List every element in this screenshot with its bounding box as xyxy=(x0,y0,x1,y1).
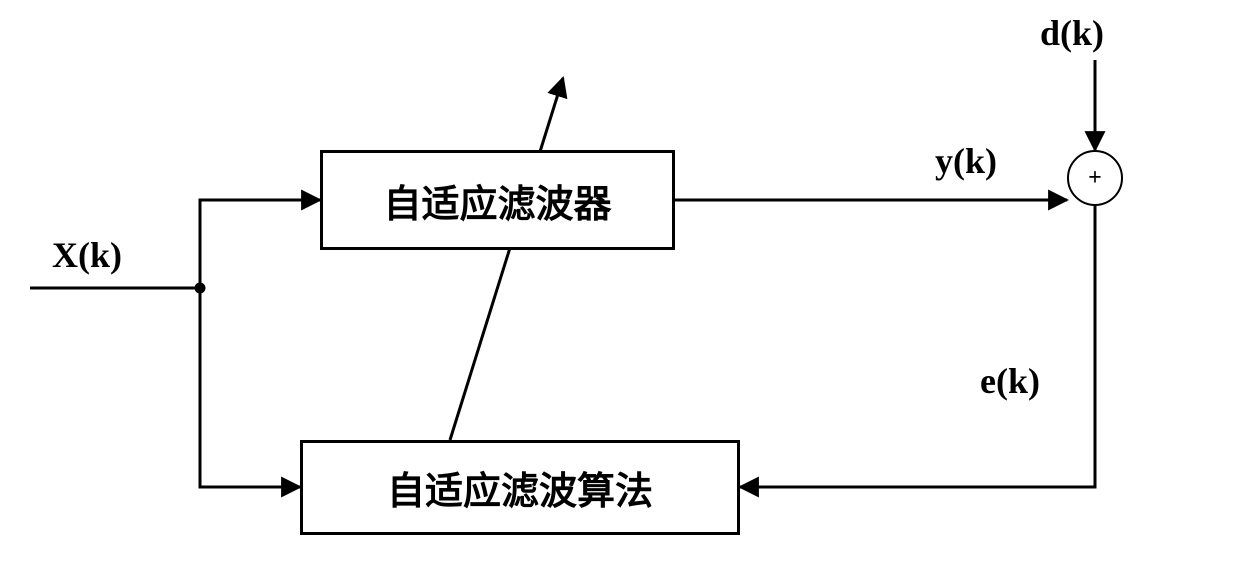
summation-symbol: + xyxy=(1088,165,1102,192)
summation-node: + xyxy=(1067,150,1123,206)
adaptive-algorithm-label: 自适应滤波算法 xyxy=(387,460,653,515)
adaptive-filter-label: 自适应滤波器 xyxy=(383,173,611,228)
error-signal-label: e(k) xyxy=(980,360,1040,402)
desired-signal-label: d(k) xyxy=(1040,12,1104,54)
output-signal-label: y(k) xyxy=(935,140,997,182)
input-signal-label: X(k) xyxy=(52,234,122,276)
adaptive-filter-diagram: 自适应滤波器 自适应滤波算法 + X(k) y(k) d(k) e(k) xyxy=(0,0,1240,576)
adaptive-algorithm-block: 自适应滤波算法 xyxy=(300,440,740,535)
adaptive-filter-block: 自适应滤波器 xyxy=(320,150,675,250)
